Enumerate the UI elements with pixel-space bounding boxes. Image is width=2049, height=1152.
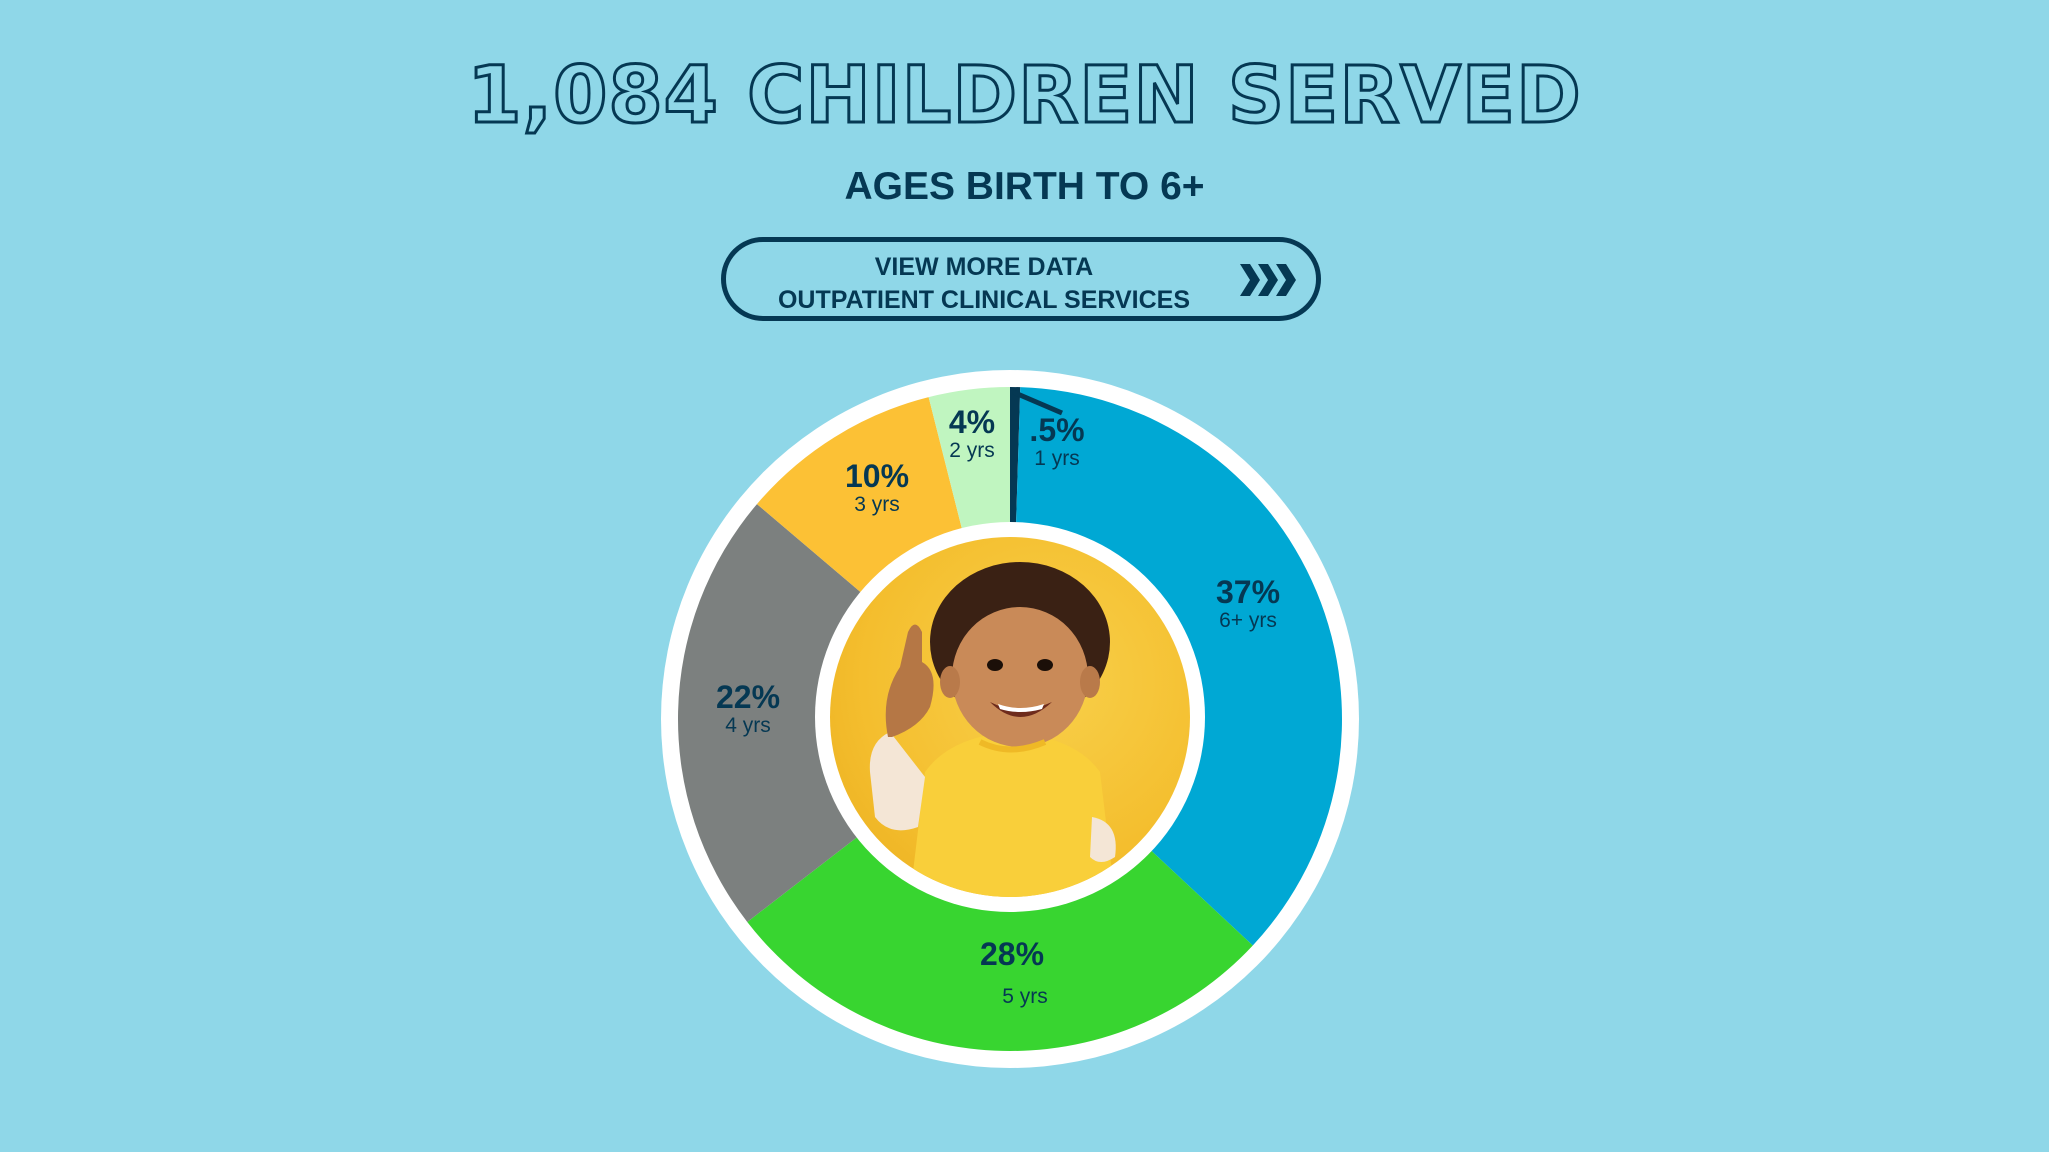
triple-chevron-right-icon: [1240, 264, 1296, 296]
slice-age: 2 yrs: [949, 439, 995, 462]
view-more-data-button[interactable]: VIEW MORE DATA OUTPATIENT CLINICAL SERVI…: [721, 237, 1321, 321]
small-slice-leader-line: [1012, 389, 1063, 416]
slice-age: 1 yrs: [1034, 447, 1080, 470]
slice-age: 6+ yrs: [1219, 609, 1277, 632]
slice-percent: .5%: [1029, 412, 1085, 448]
slice-percent: 4%: [948, 404, 996, 440]
slice-label-4yrs: 22% 4 yrs: [716, 680, 780, 738]
slice-age: 5 yrs: [1002, 985, 1048, 1008]
cta-label: VIEW MORE DATA OUTPATIENT CLINICAL SERVI…: [764, 251, 1204, 317]
page-title: 1,084 CHILDREN SERVED: [466, 50, 1583, 143]
slice-label-3yrs: 10% 3 yrs: [845, 459, 909, 517]
slice-percent: 10%: [844, 458, 910, 494]
page-subtitle: AGES BIRTH TO 6+: [844, 165, 1205, 208]
cta-line-1: VIEW MORE DATA: [874, 253, 1094, 281]
donut-slice: [677, 504, 896, 922]
slice-percent: 28%: [979, 936, 1045, 972]
slice-label-5yrs: 28% 5 yrs: [976, 937, 1048, 1009]
slice-label-1yrs: .5% 1 yrs: [1029, 413, 1084, 471]
slice-age: 4 yrs: [725, 714, 771, 737]
toddler-thumbs-up-illustration: [869, 562, 1116, 897]
child-photo: [830, 537, 1190, 897]
cta-line-2: OUTPATIENT CLINICAL SERVICES: [777, 286, 1191, 314]
slice-percent: 37%: [1215, 574, 1281, 610]
slice-label-2yrs: 4% 2 yrs: [949, 405, 995, 463]
slice-label-6plus-yrs: 37% 6+ yrs: [1216, 575, 1280, 633]
slice-age: 3 yrs: [854, 493, 900, 516]
slice-percent: 22%: [715, 679, 781, 715]
